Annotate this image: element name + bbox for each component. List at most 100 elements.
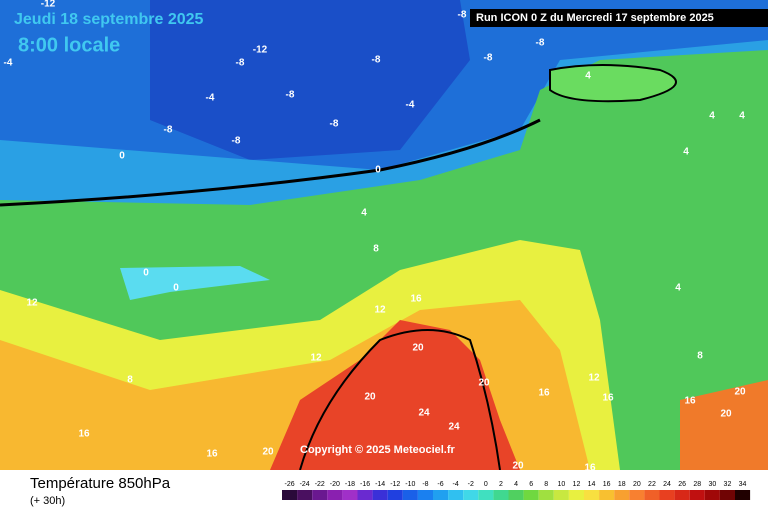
scale-swatch [659,490,675,500]
contour-label: 20 [512,461,524,472]
contour-label: 8 [127,375,133,386]
scale-label: 32 [724,481,732,488]
scale-swatch [614,490,630,500]
zero-isotherm [0,118,541,207]
contour-label: 16 [684,396,696,407]
scale-label: -4 [453,481,459,488]
scale-swatch [568,490,584,500]
scale-swatch [417,490,433,500]
copyright: Copyright © 2025 Meteociel.fr [300,444,456,456]
contour-label: 4 [361,208,367,219]
contour-label: -12 [41,0,56,10]
contour-label: 16 [538,388,550,399]
scale-label: -24 [300,481,310,488]
contour-label: 24 [418,408,430,419]
scale-label: 10 [557,481,565,488]
time-text: 8:00 locale [18,34,120,56]
contour-label: 12 [374,305,386,316]
contour-label: 24 [448,422,460,433]
contour-label: -8 [458,10,467,21]
contour-label: 16 [206,449,218,460]
scale-swatch [372,490,388,500]
contour-label: 0 [173,283,179,294]
contour-label: -4 [4,58,13,69]
contour-label: 0 [119,151,125,162]
twenty-isotherm [299,329,501,471]
scale-swatch [584,490,600,500]
contour-label: 4 [739,111,745,122]
scale-swatch [508,490,524,500]
contour-label: -8 [372,55,381,66]
contour-label: 8 [373,244,379,255]
scale-label: 18 [618,481,626,488]
scale-swatch [674,490,690,500]
contour-label: 20 [364,392,376,403]
scale-label: 20 [633,481,641,488]
contour-label: 16 [78,429,90,440]
contour-label: 4 [585,71,591,82]
scale-swatch [599,490,615,500]
scale-swatch [735,490,751,500]
scale-swatch [719,490,735,500]
scale-label: 2 [499,481,503,488]
contour-label: 8 [697,351,703,362]
scale-label: -6 [437,481,443,488]
footer-subtitle: (+ 30h) [30,495,65,507]
scale-swatch [327,490,343,500]
contour-label: -8 [536,38,545,49]
contour-label: 12 [26,298,38,309]
contour-label: 4 [675,283,681,294]
scale-label: -20 [330,481,340,488]
scale-label: -18 [345,481,355,488]
scale-label: 4 [514,481,518,488]
scale-label: 0 [484,481,488,488]
scale-label: 28 [693,481,701,488]
scale-swatch [282,490,298,500]
contour-label: -4 [406,100,415,111]
scale-swatch [704,490,720,500]
scale-label: 22 [648,481,656,488]
scale-swatch [644,490,660,500]
scale-swatch [463,490,479,500]
run-text: Run ICON 0 Z du Mercredi 17 septembre 20… [476,12,714,24]
cyan-patch [120,266,270,300]
scale-label: -8 [422,481,428,488]
scale-label: 30 [708,481,716,488]
contour-label: 0 [375,165,381,176]
contour-label: 20 [720,409,732,420]
hot-region [270,320,520,470]
scale-label: -22 [315,481,325,488]
run-box [470,9,768,27]
scale-swatch [553,490,569,500]
footer-title: Température 850hPa [30,475,171,492]
contour-label: 4 [683,147,689,158]
scale-swatch [402,490,418,500]
scale-swatch [312,490,328,500]
scale-swatch [523,490,539,500]
contour-label: -4 [206,93,215,104]
contour-label: -12 [253,45,268,56]
scale-swatch [448,490,464,500]
scale-label: 26 [678,481,686,488]
scale-label: 34 [739,481,747,488]
map: -12 -8 -8 -8 -8 -4 -8 -12 -8 -4 -4 -8 -8 -8 0 0 4 4 4 8 0 0 12… [0,0,768,472]
contour-label: -8 [484,53,493,64]
scale-swatch [493,490,509,500]
scale-swatch [433,490,449,500]
contour-label: 20 [478,378,490,389]
contour-label: 4 [709,111,715,122]
scale-swatch [689,490,705,500]
four-isotherm-patch [549,64,677,103]
scale-swatch [538,490,554,500]
scale-swatch [342,490,358,500]
contour-label: 16 [602,393,614,404]
warm-east-region [680,380,768,470]
scale-label: 12 [573,481,581,488]
scale-label: 14 [588,481,596,488]
scale-swatch [357,490,373,500]
cold-region [150,0,470,160]
contour-label: 20 [262,447,274,458]
scale-label: -12 [390,481,400,488]
scale-swatch [478,490,494,500]
